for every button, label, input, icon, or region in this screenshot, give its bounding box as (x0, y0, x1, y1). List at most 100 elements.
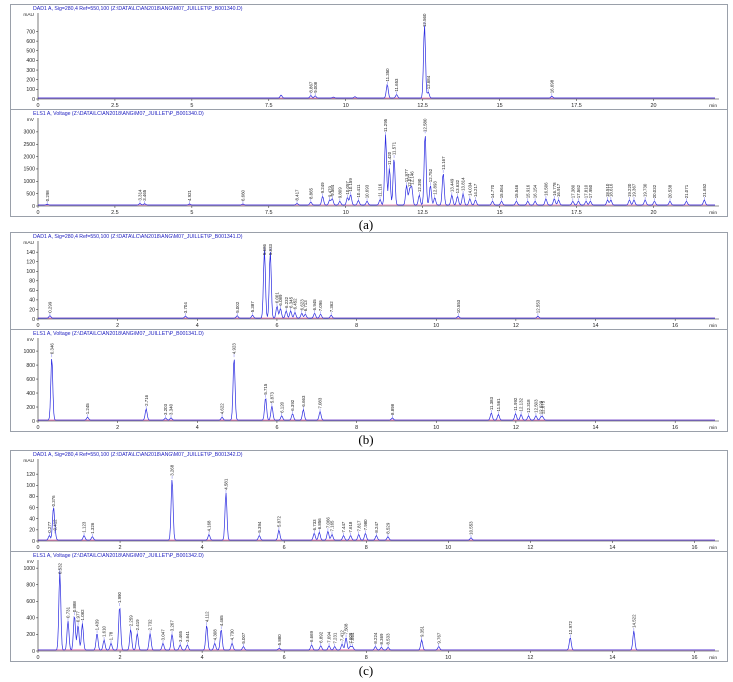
chart-title: ELS1 A, Voltage (Z:\DATA\LC\AN2018\ANG\M… (33, 111, 204, 117)
peak-label: 6.089 (278, 294, 283, 306)
peak-label: 7.083 (318, 397, 323, 409)
x-tick-label: 2.5 (111, 210, 119, 216)
peak-label: 7.608 (348, 632, 353, 644)
y-tick-label: 800 (26, 363, 35, 369)
x-tick-label: 2.5 (111, 103, 119, 109)
peak-label: 7.231 (332, 632, 337, 644)
peak-label: 6.733 (312, 519, 317, 531)
peak-label: 2.259 (128, 615, 133, 627)
peak-label: 7.066 (326, 517, 331, 529)
x-tick-label: 12.5 (417, 103, 428, 109)
peak-label: 0.346 (49, 343, 54, 355)
y-tick-label: 40 (29, 517, 35, 523)
peak-label: 16.917 (556, 183, 561, 197)
x-tick-label: 12 (527, 545, 533, 551)
peak-label: 5.872 (277, 515, 282, 527)
peak-label: 8.224 (373, 632, 378, 644)
y-tick-label: 800 (26, 583, 35, 589)
peak-label: 14.217 (473, 183, 478, 197)
x-tick-label: 0 (37, 323, 40, 329)
chart-title: DAD1 A, Sig=280,4 Ref=550,100 (Z:\DATA\L… (33, 234, 243, 240)
x-tick-label: 12 (513, 323, 519, 329)
x-tick-label: 14 (609, 655, 615, 661)
peak-label: 4.581 (224, 478, 229, 490)
y-tick-label: 80 (29, 279, 35, 285)
x-tick-label: 16 (691, 545, 697, 551)
peak-label: 11.295 (383, 118, 388, 132)
peak-label: 9.809 (337, 187, 342, 199)
x-tick-label: 0 (37, 545, 40, 551)
peak-label: 12.893 (432, 181, 437, 195)
x-tick-label: 7.5 (265, 103, 273, 109)
peak-label: 7.362 (329, 301, 334, 313)
peak-label: 6.663 (301, 395, 306, 407)
x-tick-label: 16 (691, 655, 697, 661)
y-tick-label: 2500 (23, 142, 35, 148)
peak-label: 3.704 (183, 302, 188, 314)
y-tick-label: 40 (29, 298, 35, 304)
x-tick-label: 17.5 (571, 103, 582, 109)
peak-label: 12.146 (409, 171, 414, 185)
peak-label: 11.420 (387, 151, 392, 165)
peak-label: 3.465 (178, 630, 183, 642)
peak-label: 6.232 (284, 296, 289, 308)
y-tick-label: 1000 (23, 349, 35, 355)
y-tick-label: 500 (26, 49, 35, 55)
y-tick-label: 400 (26, 391, 35, 397)
peak-label: 2.716 (144, 394, 149, 406)
peak-label: 5.002 (235, 301, 240, 313)
x-tick-label: 8 (365, 655, 368, 661)
peak-label: 3.203 (163, 403, 168, 415)
panel-divider (11, 109, 727, 110)
peak-label: 3.641 (185, 630, 190, 642)
x-tick-label: 12 (513, 425, 519, 431)
chart-svg-a-els: 0 500 1000 1500 2000 2500 3000 mV 0 2.5 5 7.5 10 12.5… (23, 117, 719, 216)
x-tick-label: 8 (355, 323, 358, 329)
peak-label: 4.923 (232, 343, 237, 355)
x-tick-label: 0 (37, 103, 40, 109)
peak-label: 5.880 (277, 634, 282, 646)
x-tick-label: 20 (650, 210, 656, 216)
peak-label: 17.380 (570, 184, 575, 198)
x-tick-label: 0 (37, 655, 40, 661)
x-tick-label: 0 (37, 210, 40, 216)
peak-label: 11.561 (496, 398, 501, 412)
peak-label: 3.268 (170, 464, 175, 476)
peak-label: 1.990 (117, 591, 122, 603)
peak-label: 18.510 (605, 183, 610, 197)
chart-a-uv: DAD1 A, Sig=280,4 Ref=550,100 (Z:\DATA\L… (11, 5, 727, 109)
peak-label: 8.898 (390, 403, 395, 415)
y-tick-label: 80 (29, 494, 35, 500)
peak-label: 11.977 (404, 169, 409, 183)
panel-c: DAD1 A, Sig=280,4 Ref=550,100 (Z:\DATA\L… (10, 450, 728, 662)
chart-svg-b-els: 0 200 400 600 800 1000 mV 0 2 4 6 8 10 12 14 16 min 0.346… (23, 337, 719, 431)
x-tick-label: 8 (355, 425, 358, 431)
peak-label: 6.660 (241, 189, 246, 201)
peak-label: 8.247 (374, 521, 379, 533)
peak-label: 12.390 (417, 178, 422, 192)
peak-label: 0.376 (51, 495, 56, 507)
peak-label: 6.452 (293, 298, 298, 310)
x-tick-label: 10 (433, 425, 439, 431)
peak-label: 4.308 (212, 629, 217, 641)
y-tick-label: 20 (29, 307, 35, 313)
x-tick-label: 6 (275, 323, 278, 329)
y-tick-label: 0 (32, 317, 35, 323)
peak-label: 1.082 (80, 609, 85, 621)
chart-title: DAD1 A, Sig=280,4 Ref=550,100 (Z:\DATA\L… (33, 6, 243, 12)
peak-label: 0.298 (45, 190, 50, 202)
peak-label: 19.730 (643, 183, 648, 197)
x-tick-label: 10 (433, 323, 439, 329)
peak-label: 6.392 (290, 399, 295, 411)
y-tick-label: 0 (32, 204, 35, 210)
peak-label: 13.167 (441, 156, 446, 170)
peak-label: 11.653 (394, 78, 399, 92)
y-tick-label: 600 (26, 377, 35, 383)
x-axis-label: min (709, 103, 717, 109)
peak-label: 0.888 (72, 601, 77, 613)
peak-label: 1.439 (95, 619, 100, 631)
y-tick-label: 60 (29, 505, 35, 511)
peak-label: 13.814 (461, 177, 466, 191)
y-tick-label: 300 (26, 68, 35, 74)
